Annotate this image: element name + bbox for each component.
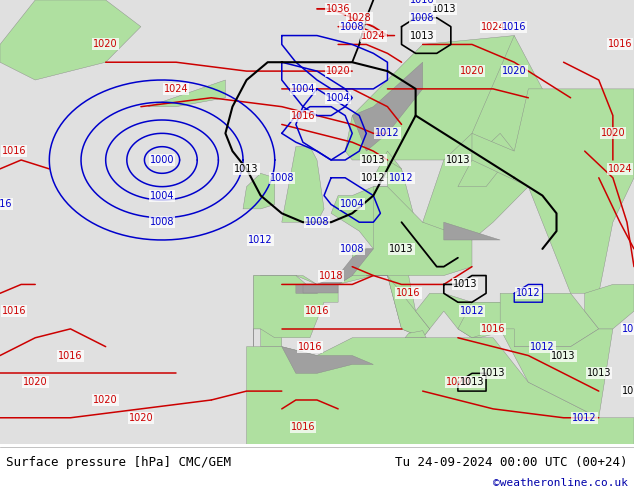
Text: 1012: 1012 — [460, 306, 484, 316]
Text: 1020: 1020 — [502, 66, 527, 76]
Text: 1013: 1013 — [361, 155, 385, 165]
Text: 1028: 1028 — [347, 13, 372, 23]
Text: 1024: 1024 — [361, 30, 385, 41]
Text: 1016: 1016 — [298, 342, 322, 352]
Text: 1016: 1016 — [481, 324, 505, 334]
Text: Tu 24-09-2024 00:00 UTC (00+24): Tu 24-09-2024 00:00 UTC (00+24) — [395, 456, 628, 469]
Text: 1018: 1018 — [319, 270, 344, 281]
Polygon shape — [254, 160, 430, 346]
Text: 1012: 1012 — [375, 128, 400, 138]
Text: 1004: 1004 — [150, 191, 174, 200]
Text: 1020: 1020 — [93, 395, 118, 405]
Text: 1013: 1013 — [453, 279, 477, 290]
Text: 1016: 1016 — [396, 288, 421, 298]
Text: 1012: 1012 — [530, 342, 555, 352]
Text: 1016: 1016 — [58, 350, 82, 361]
Text: ©weatheronline.co.uk: ©weatheronline.co.uk — [493, 478, 628, 488]
Text: 1000: 1000 — [150, 155, 174, 165]
Text: 1004: 1004 — [326, 93, 351, 103]
Text: 1024: 1024 — [607, 164, 632, 174]
Text: 1013: 1013 — [235, 164, 259, 174]
Text: Surface pressure [hPa] CMC/GEM: Surface pressure [hPa] CMC/GEM — [6, 456, 231, 469]
Text: 1012: 1012 — [389, 173, 414, 183]
Text: 1013: 1013 — [432, 4, 456, 14]
Text: 1016: 1016 — [607, 39, 632, 49]
Text: 1016: 1016 — [0, 199, 12, 209]
Polygon shape — [0, 0, 141, 80]
Text: 1016: 1016 — [305, 306, 329, 316]
Text: 1016: 1016 — [2, 146, 27, 156]
Polygon shape — [148, 80, 226, 107]
Text: 1008: 1008 — [340, 244, 365, 254]
Text: 1024: 1024 — [481, 22, 505, 32]
Text: 1020: 1020 — [460, 66, 484, 76]
Text: 1013: 1013 — [622, 386, 634, 396]
Text: 1020: 1020 — [326, 66, 351, 76]
Text: 1013: 1013 — [481, 368, 505, 378]
Polygon shape — [500, 329, 613, 418]
Polygon shape — [345, 36, 528, 160]
Polygon shape — [444, 222, 500, 240]
Text: 1016: 1016 — [2, 306, 27, 316]
Polygon shape — [303, 284, 338, 294]
Text: 1020: 1020 — [93, 39, 118, 49]
Text: 1012: 1012 — [573, 413, 597, 423]
Polygon shape — [500, 294, 598, 346]
Text: 1013: 1013 — [389, 244, 414, 254]
Polygon shape — [405, 331, 426, 338]
Text: 1012: 1012 — [361, 173, 385, 183]
Text: 1013: 1013 — [410, 30, 435, 41]
Text: 1020: 1020 — [446, 377, 470, 387]
Text: 1020: 1020 — [23, 377, 48, 387]
Polygon shape — [458, 302, 514, 338]
Text: 1020: 1020 — [600, 128, 625, 138]
Polygon shape — [247, 338, 634, 444]
Polygon shape — [254, 275, 338, 346]
Polygon shape — [366, 275, 430, 338]
Polygon shape — [458, 133, 514, 187]
Polygon shape — [296, 249, 373, 294]
Text: 1008: 1008 — [269, 173, 294, 183]
Text: 1008: 1008 — [340, 22, 365, 32]
Text: 1036: 1036 — [326, 4, 351, 14]
Text: 1016: 1016 — [290, 111, 315, 121]
Text: 1008: 1008 — [150, 217, 174, 227]
Polygon shape — [585, 284, 634, 329]
Text: 1016: 1016 — [410, 0, 435, 5]
Text: 1008: 1008 — [410, 13, 435, 23]
Polygon shape — [423, 36, 543, 240]
Polygon shape — [243, 173, 275, 209]
Text: 1012: 1012 — [622, 324, 634, 334]
Polygon shape — [281, 346, 373, 373]
Text: 1004: 1004 — [340, 199, 365, 209]
Text: 1004: 1004 — [290, 84, 315, 94]
Text: 1013: 1013 — [446, 155, 470, 165]
Text: 1024: 1024 — [164, 84, 188, 94]
Text: 1013: 1013 — [460, 377, 484, 387]
Text: 1016: 1016 — [502, 22, 526, 32]
Text: 1012: 1012 — [249, 235, 273, 245]
Polygon shape — [472, 89, 634, 294]
Text: 1012: 1012 — [516, 288, 541, 298]
Polygon shape — [353, 187, 472, 275]
Polygon shape — [281, 147, 324, 222]
Text: 1008: 1008 — [305, 217, 329, 227]
Text: 1013: 1013 — [552, 350, 576, 361]
Text: 1013: 1013 — [586, 368, 611, 378]
Polygon shape — [373, 151, 401, 178]
Polygon shape — [353, 62, 423, 151]
Polygon shape — [416, 294, 514, 338]
Text: 1016: 1016 — [290, 422, 315, 432]
Text: 1020: 1020 — [129, 413, 153, 423]
